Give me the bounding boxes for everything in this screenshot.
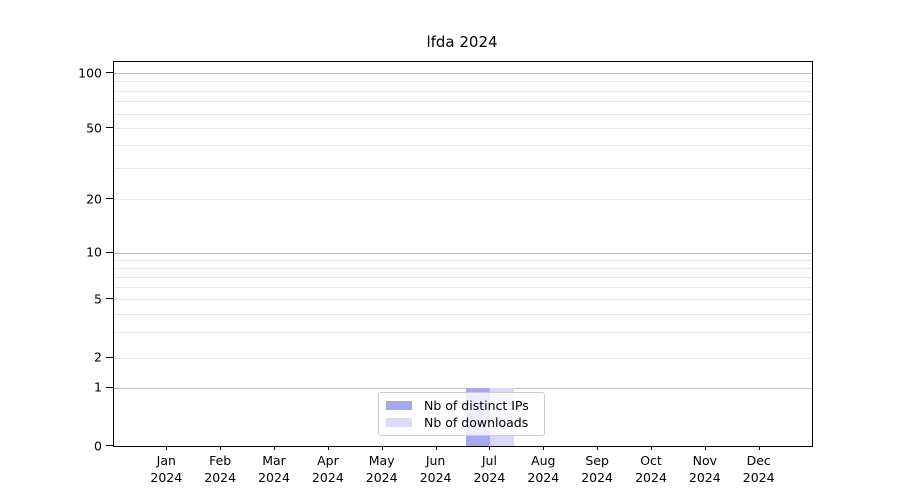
y-tick-mark — [106, 445, 113, 446]
y-gridline-minor — [114, 101, 812, 103]
y-tick-label: 1 — [94, 379, 102, 395]
x-tick-mark — [435, 446, 437, 450]
legend-label-downloads: Nb of downloads — [424, 415, 529, 430]
x-tick-mark — [704, 446, 706, 450]
y-gridline-major — [114, 73, 812, 74]
y-gridline-minor — [114, 128, 812, 129]
y-tick-label: 20 — [86, 191, 102, 206]
y-gridline-minor — [114, 267, 812, 269]
y-gridline-minor — [114, 357, 812, 359]
x-tick-mark — [597, 446, 599, 450]
x-tick-label: Nov 2024 — [688, 453, 721, 485]
y-gridline-minor — [114, 167, 812, 169]
y-gridline-minor — [114, 299, 812, 301]
x-tick-mark — [166, 446, 168, 450]
x-tick-mark — [327, 446, 329, 450]
y-gridline-major — [114, 387, 812, 389]
x-tick-mark — [274, 446, 275, 450]
y-tick-label: 10 — [86, 244, 102, 260]
x-tick-mark — [381, 446, 383, 450]
y-tick-mark — [106, 198, 113, 199]
plot-area — [113, 61, 813, 447]
y-tick-mark — [106, 251, 113, 253]
y-tick-mark — [106, 298, 113, 300]
y-tick-label: 100 — [78, 65, 102, 80]
y-tick-label: 2 — [94, 349, 102, 365]
x-tick-label: Jul 2024 — [473, 453, 506, 485]
y-gridline-minor — [114, 259, 812, 261]
x-tick-label: Oct 2024 — [635, 453, 667, 485]
y-gridline-minor — [114, 113, 812, 115]
legend-label-distinct-ips: Nb of distinct IPs — [424, 398, 529, 413]
legend: Nb of distinct IPs Nb of downloads — [378, 392, 545, 436]
x-tick-mark — [489, 446, 491, 450]
y-tick-mark — [106, 127, 113, 128]
y-gridline-minor — [114, 276, 812, 278]
legend-item-downloads: Nb of downloads — [386, 414, 536, 431]
x-tick-label: Dec 2024 — [742, 453, 775, 485]
y-gridline-minor — [114, 81, 812, 83]
y-gridline-major — [114, 252, 812, 254]
legend-item-distinct-ips: Nb of distinct IPs — [386, 397, 536, 414]
chart-title: lfda 2024 — [426, 33, 498, 51]
y-tick-label: 50 — [86, 120, 102, 135]
x-tick-label: Aug 2024 — [527, 453, 560, 485]
y-gridline-minor — [114, 90, 812, 92]
y-tick-mark — [106, 386, 113, 388]
y-gridline-minor — [114, 313, 812, 315]
x-tick-label: Apr 2024 — [311, 453, 344, 485]
y-gridline-minor — [114, 287, 812, 288]
x-tick-label: Mar 2024 — [258, 453, 290, 485]
y-tick-label: 5 — [94, 291, 102, 307]
x-tick-label: Sep 2024 — [581, 453, 613, 485]
y-tick-mark — [106, 72, 113, 73]
x-tick-label: May 2024 — [365, 453, 398, 485]
y-tick-label: 0 — [94, 438, 102, 453]
x-tick-label: Jan 2024 — [150, 453, 183, 485]
x-tick-mark — [543, 446, 545, 450]
x-tick-mark — [220, 446, 222, 450]
x-tick-label: Feb 2024 — [204, 453, 237, 485]
x-tick-mark — [651, 446, 652, 450]
y-gridline-minor — [114, 199, 812, 200]
y-gridline-minor — [114, 331, 812, 333]
legend-swatch-distinct-ips-icon — [386, 401, 412, 410]
legend-swatch-downloads-icon — [386, 418, 412, 427]
y-tick-mark — [106, 356, 113, 358]
y-gridline-minor — [114, 145, 812, 147]
x-tick-mark — [758, 446, 760, 450]
x-tick-label: Jun 2024 — [419, 453, 452, 485]
